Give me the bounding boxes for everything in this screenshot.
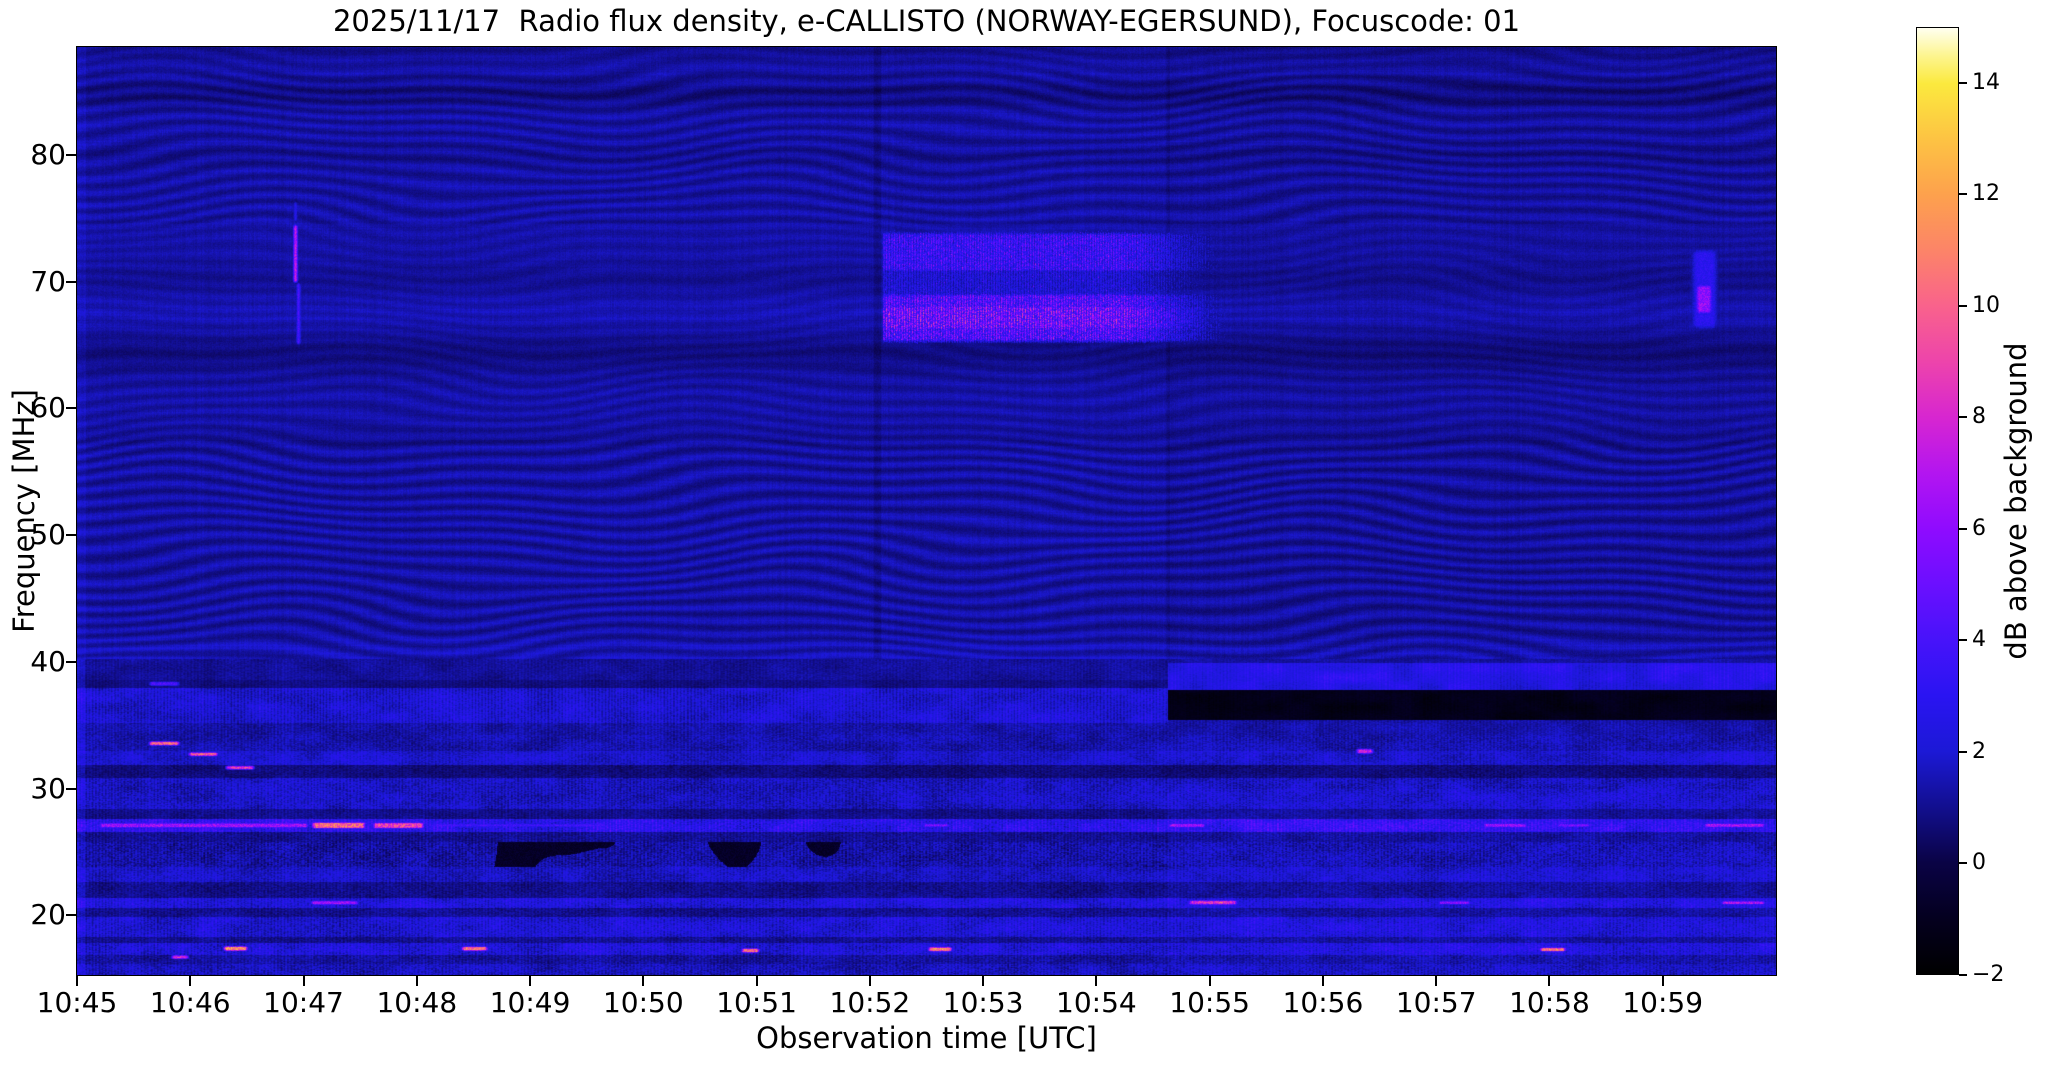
y-tick-label: 20 (30, 898, 66, 932)
y-tick-label: 30 (30, 771, 66, 805)
y-tick-label: 70 (30, 264, 66, 298)
colorbar-tick-mark (1959, 527, 1967, 530)
y-tick-label: 40 (30, 644, 66, 678)
x-tick-label: 10:47 (263, 986, 344, 1019)
colorbar-tick-label: 14 (1972, 69, 2000, 95)
colorbar-tick-mark (1959, 974, 1967, 976)
x-tick-label: 10:53 (942, 986, 1024, 1019)
colorbar-label: dB above background (1999, 342, 2033, 660)
x-tick-mark (415, 976, 418, 986)
x-tick-label: 10:49 (489, 986, 571, 1019)
colorbar (1916, 27, 1959, 975)
y-tick-label: 80 (30, 137, 66, 171)
colorbar-tick-label: 6 (1972, 515, 1986, 541)
x-tick-label: 10:51 (716, 986, 797, 1019)
colorbar-tick-label: 4 (1972, 627, 1986, 653)
x-tick-label: 10:45 (36, 986, 118, 1019)
x-tick-label: 10:50 (602, 986, 684, 1019)
y-tick-mark (66, 787, 76, 790)
x-tick-mark (189, 976, 192, 986)
y-tick-label: 60 (30, 391, 66, 425)
x-tick-mark (1548, 976, 1551, 986)
y-tick-label: 50 (30, 518, 66, 552)
colorbar-tick-mark (1959, 750, 1967, 753)
colorbar-tick-mark (1959, 193, 1967, 196)
chart-title: 2025/11/17 Radio flux density, e-CALLIST… (332, 4, 1521, 38)
colorbar-tick-mark (1959, 416, 1967, 419)
x-tick-mark (76, 976, 78, 986)
x-tick-label: 10:59 (1622, 986, 1704, 1019)
colorbar-tick-label: 8 (1972, 404, 1986, 430)
x-tick-mark (1435, 976, 1438, 986)
spectrogram-heatmap (76, 46, 1777, 976)
x-tick-label: 10:52 (829, 986, 911, 1019)
x-tick-label: 10:57 (1395, 986, 1477, 1019)
y-tick-mark (66, 280, 76, 283)
x-tick-mark (1095, 976, 1098, 986)
x-tick-mark (529, 976, 532, 986)
colorbar-tick-mark (1959, 304, 1967, 307)
colorbar-tick-label: 10 (1972, 292, 2000, 318)
x-tick-mark (1208, 976, 1211, 986)
colorbar-tick-mark (1959, 639, 1967, 642)
y-tick-mark (66, 534, 76, 537)
y-axis-label: Frequency [MHz] (7, 389, 41, 633)
x-tick-mark (642, 976, 645, 986)
colorbar-tick-mark (1959, 81, 1967, 84)
x-tick-mark (302, 976, 305, 986)
x-tick-mark (868, 976, 871, 986)
x-tick-mark (755, 976, 758, 986)
x-tick-mark (1661, 976, 1664, 986)
x-tick-label: 10:46 (149, 986, 231, 1019)
x-axis-label: Observation time [UTC] (756, 1021, 1097, 1055)
colorbar-tick-mark (1959, 862, 1967, 865)
x-tick-label: 10:56 (1282, 986, 1364, 1019)
y-tick-mark (66, 660, 76, 663)
colorbar-tick-label: 0 (1972, 850, 1986, 876)
colorbar-tick-label: 12 (1972, 181, 2000, 207)
y-tick-mark (66, 914, 76, 917)
x-tick-label: 10:58 (1509, 986, 1590, 1019)
y-tick-mark (66, 407, 76, 410)
x-tick-mark (1321, 976, 1324, 986)
x-tick-label: 10:55 (1169, 986, 1250, 1019)
colorbar-tick-label: −2 (1972, 962, 2005, 987)
x-tick-label: 10:48 (376, 986, 458, 1019)
colorbar-tick-label: 2 (1972, 738, 1986, 764)
x-tick-mark (982, 976, 985, 986)
x-tick-label: 10:54 (1056, 986, 1137, 1019)
y-tick-mark (66, 153, 76, 156)
